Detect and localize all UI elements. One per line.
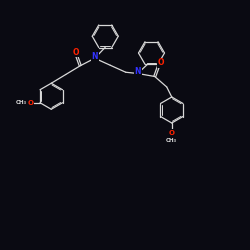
Text: CH₃: CH₃ <box>166 138 177 142</box>
Text: O: O <box>157 58 164 67</box>
Text: N: N <box>134 67 141 76</box>
Text: O: O <box>72 48 79 56</box>
Text: O: O <box>169 130 175 136</box>
Text: CH₃: CH₃ <box>16 100 27 105</box>
Text: O: O <box>28 100 34 106</box>
Text: N: N <box>92 52 98 61</box>
